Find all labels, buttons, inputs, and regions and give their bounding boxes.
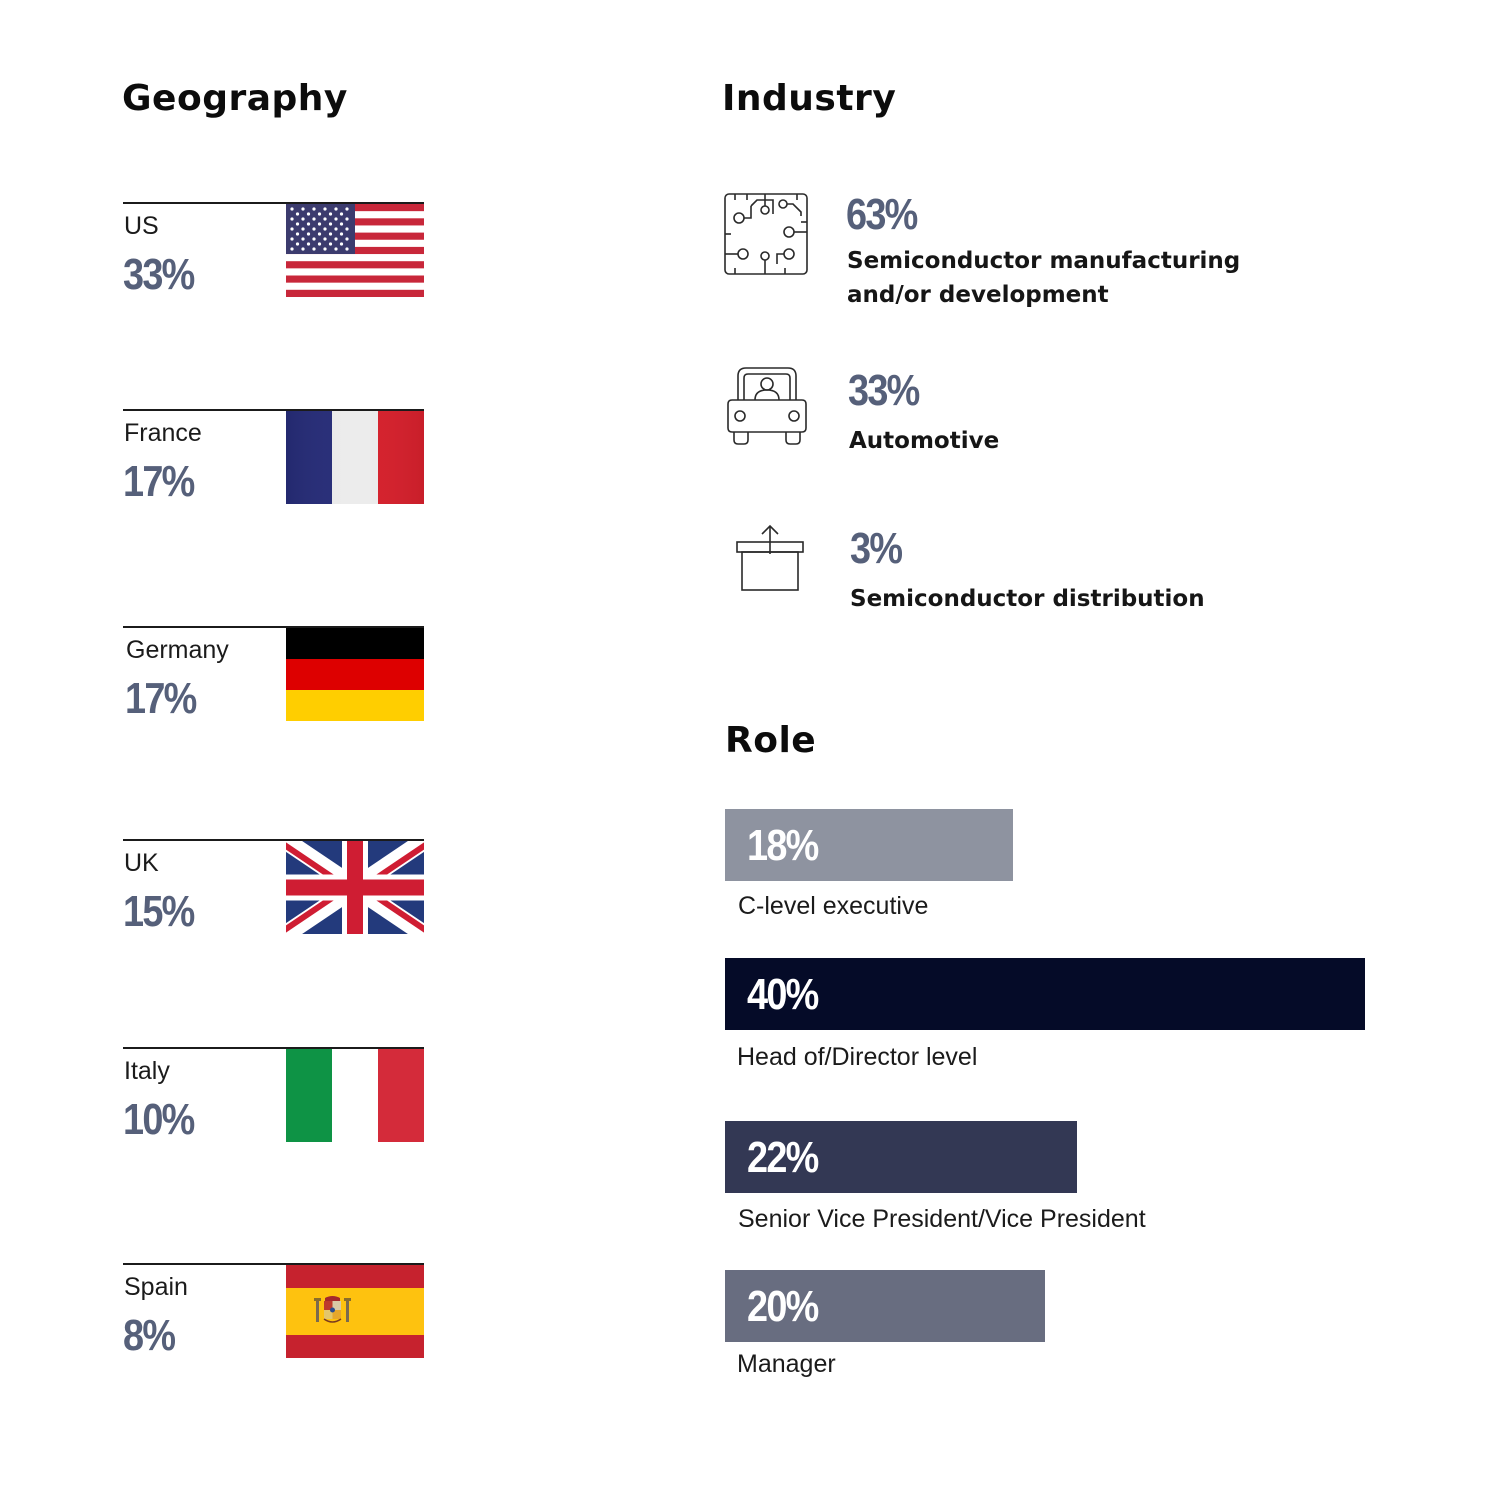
circuit-chip-icon — [724, 193, 808, 275]
geo-row-uk: UK 15% — [123, 839, 424, 936]
car-driver-icon — [727, 367, 807, 445]
role-bar: 18% — [725, 809, 1013, 881]
geo-name: Germany — [126, 636, 229, 664]
role-label: C-level executive — [738, 892, 929, 920]
geo-percent: 10% — [123, 1095, 195, 1144]
industry-label: Semiconductor distribution — [850, 586, 1205, 612]
france-flag-icon — [286, 411, 424, 504]
industry-label-line: Semiconductor manufacturing — [847, 248, 1241, 274]
role-percent: 18% — [747, 821, 819, 870]
role-percent: 22% — [747, 1133, 819, 1182]
industry-label: Semiconductor manufacturing and/or devel… — [847, 244, 1240, 312]
divider — [123, 409, 424, 411]
geo-percent: 17% — [125, 674, 197, 723]
us-flag-icon — [286, 204, 424, 297]
role-label: Senior Vice President/Vice President — [738, 1205, 1146, 1233]
geo-row-germany: Germany 17% — [123, 626, 424, 723]
box-upload-icon — [736, 524, 804, 591]
geography-heading: Geography — [122, 78, 348, 119]
geo-row-us: US 33% — [123, 202, 424, 299]
geo-row-italy: Italy 10% — [123, 1047, 424, 1144]
divider — [123, 839, 424, 841]
role-label: Head of/Director level — [737, 1043, 978, 1071]
role-bar: 20% — [725, 1270, 1045, 1342]
geo-name: Italy — [124, 1057, 170, 1085]
role-heading: Role — [725, 720, 817, 761]
industry-label: Automotive — [849, 428, 1000, 454]
divider — [123, 1263, 424, 1265]
divider — [123, 626, 424, 628]
divider — [123, 1047, 424, 1049]
role-label: Manager — [737, 1350, 836, 1378]
geo-name: US — [124, 212, 159, 240]
germany-flag-icon — [286, 628, 424, 721]
role-percent: 20% — [747, 1282, 819, 1331]
role-bar: 40% — [725, 958, 1365, 1030]
role-percent: 40% — [747, 970, 819, 1019]
geo-row-spain: Spain 8% — [123, 1263, 424, 1360]
italy-flag-icon — [286, 1049, 424, 1142]
industry-percent: 33% — [848, 366, 920, 415]
geo-name: Spain — [124, 1273, 188, 1301]
industry-heading: Industry — [722, 78, 897, 119]
geo-name: France — [124, 419, 202, 447]
geo-percent: 17% — [123, 457, 195, 506]
divider — [123, 202, 424, 204]
industry-label-line: and/or development — [847, 282, 1109, 308]
geo-percent: 8% — [123, 1311, 176, 1360]
geo-row-france: France 17% — [123, 409, 424, 506]
geo-name: UK — [124, 849, 159, 877]
spain-flag-icon — [286, 1265, 424, 1358]
geo-percent: 33% — [123, 250, 195, 299]
industry-percent: 63% — [846, 190, 918, 239]
industry-percent: 3% — [850, 524, 903, 573]
geo-percent: 15% — [123, 887, 195, 936]
uk-flag-icon — [286, 841, 424, 934]
role-bar: 22% — [725, 1121, 1077, 1193]
